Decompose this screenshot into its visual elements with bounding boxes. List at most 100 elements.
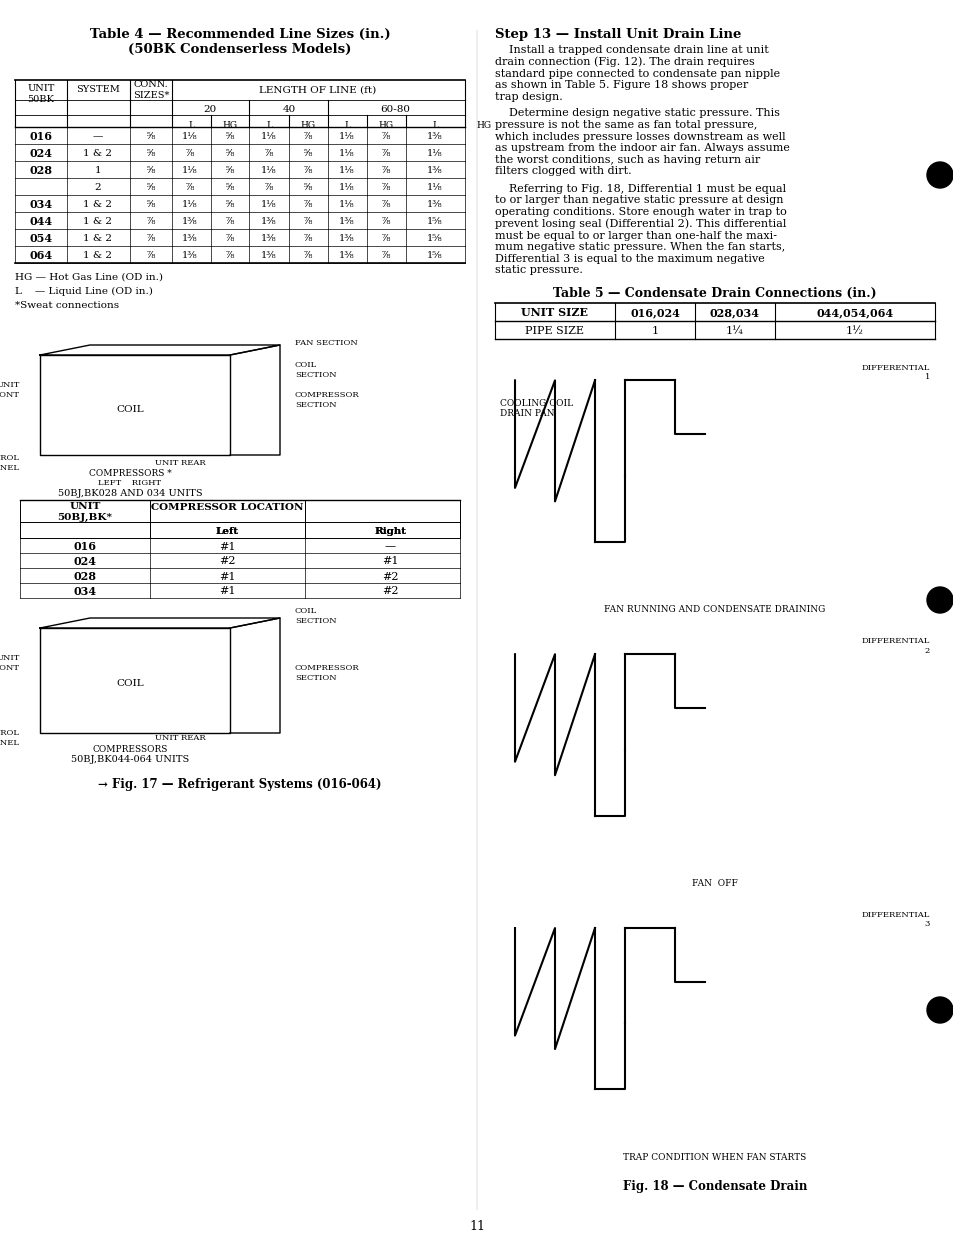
Text: 1³⁄₈: 1³⁄₈	[427, 132, 442, 141]
Text: 1¹⁄₈: 1¹⁄₈	[261, 165, 276, 175]
Text: 024: 024	[73, 556, 96, 567]
Text: Referring to Fig. 18, Differential 1 must be equal
to or larger than negative st: Referring to Fig. 18, Differential 1 mus…	[495, 184, 786, 275]
Text: #2: #2	[381, 587, 397, 597]
Text: 1³⁄₈: 1³⁄₈	[427, 200, 442, 209]
Text: UNIT SIZE: UNIT SIZE	[521, 308, 588, 317]
Text: ⁷⁄₈: ⁷⁄₈	[381, 165, 391, 175]
Text: L: L	[266, 121, 272, 130]
Text: CONTROL
PANEL: CONTROL PANEL	[0, 454, 20, 472]
Text: 60-80: 60-80	[379, 105, 410, 115]
Text: 054: 054	[30, 233, 52, 245]
Text: 034: 034	[73, 585, 96, 597]
Text: 1³⁄₈: 1³⁄₈	[182, 233, 197, 243]
Text: *Sweat connections: *Sweat connections	[15, 301, 119, 310]
Text: DIFFERENTIAL
2: DIFFERENTIAL 2	[861, 637, 929, 655]
Text: 016: 016	[30, 131, 52, 142]
Text: 1⁵⁄₈: 1⁵⁄₈	[427, 217, 442, 226]
Text: ⁵⁄₈: ⁵⁄₈	[225, 132, 234, 141]
Text: 016: 016	[73, 541, 96, 552]
Text: 1¹⁄₈: 1¹⁄₈	[182, 200, 197, 209]
Text: ⁷⁄₈: ⁷⁄₈	[381, 251, 391, 261]
Text: ⁵⁄₈: ⁵⁄₈	[303, 149, 313, 158]
Text: 1¹⁄₈: 1¹⁄₈	[261, 200, 276, 209]
Text: 1¹⁄₈: 1¹⁄₈	[427, 149, 442, 158]
Text: Right: Right	[374, 526, 406, 536]
Text: ⁵⁄₈: ⁵⁄₈	[225, 200, 234, 209]
Text: 1¹⁄₈: 1¹⁄₈	[339, 165, 355, 175]
Text: COOLING COIL
DRAIN PAN: COOLING COIL DRAIN PAN	[499, 399, 573, 417]
Text: Fig. 18 — Condensate Drain: Fig. 18 — Condensate Drain	[622, 1179, 806, 1193]
Text: COIL
SECTION: COIL SECTION	[294, 608, 336, 625]
Text: 1 & 2: 1 & 2	[84, 251, 112, 261]
Text: ⁷⁄₈: ⁷⁄₈	[303, 217, 313, 226]
Text: L: L	[344, 121, 350, 130]
Text: ⁷⁄₈: ⁷⁄₈	[381, 132, 391, 141]
Text: Left: Left	[215, 526, 238, 536]
Text: HG — Hot Gas Line (OD in.): HG — Hot Gas Line (OD in.)	[15, 273, 163, 282]
Text: #1: #1	[218, 541, 235, 552]
Text: ⁷⁄₈: ⁷⁄₈	[225, 233, 234, 243]
Text: COIL
SECTION: COIL SECTION	[294, 362, 336, 379]
Text: 044: 044	[30, 216, 52, 227]
Circle shape	[926, 997, 952, 1023]
Text: —: —	[92, 132, 103, 141]
Text: 1¹⁄₈: 1¹⁄₈	[339, 183, 355, 191]
Text: 20: 20	[203, 105, 216, 115]
Text: 1: 1	[94, 165, 101, 175]
Text: UNIT REAR: UNIT REAR	[154, 459, 205, 467]
Text: #2: #2	[218, 557, 235, 567]
Text: ⁷⁄₈: ⁷⁄₈	[225, 217, 234, 226]
Text: 1³⁄₈: 1³⁄₈	[182, 217, 197, 226]
Text: ⁷⁄₈: ⁷⁄₈	[303, 165, 313, 175]
Text: Determine design negative static pressure. This
pressure is not the same as fan : Determine design negative static pressur…	[495, 109, 789, 177]
Text: ⁷⁄₈: ⁷⁄₈	[146, 217, 155, 226]
Text: ⁷⁄₈: ⁷⁄₈	[381, 149, 391, 158]
Text: Left: Left	[215, 526, 238, 536]
Text: ⁵⁄₈: ⁵⁄₈	[146, 149, 155, 158]
Text: ⁵⁄₈: ⁵⁄₈	[225, 165, 234, 175]
Text: ⁷⁄₈: ⁷⁄₈	[303, 200, 313, 209]
Circle shape	[926, 162, 952, 188]
Text: 024: 024	[30, 148, 52, 159]
Text: Install a trapped condensate drain line at unit
drain connection (Fig. 12). The : Install a trapped condensate drain line …	[495, 44, 780, 103]
Text: UNIT
FRONT: UNIT FRONT	[0, 655, 20, 672]
Text: ⁷⁄₈: ⁷⁄₈	[303, 132, 313, 141]
Text: TRAP CONDITION WHEN FAN STARTS: TRAP CONDITION WHEN FAN STARTS	[622, 1153, 806, 1162]
Text: ⁵⁄₈: ⁵⁄₈	[146, 200, 155, 209]
Text: 1¹⁄₈: 1¹⁄₈	[182, 132, 197, 141]
Text: LENGTH OF LINE (ft): LENGTH OF LINE (ft)	[259, 85, 376, 95]
Text: HG: HG	[378, 121, 394, 130]
Text: FAN SECTION: FAN SECTION	[294, 338, 357, 347]
Text: HG: HG	[300, 121, 315, 130]
Text: DIFFERENTIAL
3: DIFFERENTIAL 3	[861, 911, 929, 929]
Text: ⁷⁄₈: ⁷⁄₈	[185, 183, 194, 191]
Text: ⁵⁄₈: ⁵⁄₈	[146, 165, 155, 175]
Text: ⁵⁄₈: ⁵⁄₈	[303, 183, 313, 191]
Text: 1³⁄₈: 1³⁄₈	[182, 251, 197, 261]
Text: DIFFERENTIAL
1: DIFFERENTIAL 1	[861, 363, 929, 380]
Text: 1½: 1½	[845, 326, 863, 336]
Text: ⁷⁄₈: ⁷⁄₈	[146, 233, 155, 243]
Text: 2: 2	[94, 183, 101, 191]
Text: COMPRESSORS *: COMPRESSORS *	[89, 468, 172, 478]
Text: COMPRESSOR LOCATION: COMPRESSOR LOCATION	[151, 503, 303, 511]
Text: L: L	[189, 121, 194, 130]
Text: SYSTEM: SYSTEM	[76, 85, 120, 95]
Text: ⁷⁄₈: ⁷⁄₈	[303, 251, 313, 261]
Text: L: L	[432, 121, 438, 130]
Text: LEFT    RIGHT: LEFT RIGHT	[98, 479, 161, 487]
Text: FAN RUNNING AND CONDENSATE DRAINING: FAN RUNNING AND CONDENSATE DRAINING	[603, 605, 825, 614]
Text: ⁷⁄₈: ⁷⁄₈	[225, 251, 234, 261]
Text: FAN  OFF: FAN OFF	[691, 879, 738, 888]
Text: Table 4 — Recommended Line Sizes (in.)
(50BK Condenserless Models): Table 4 — Recommended Line Sizes (in.) (…	[90, 28, 390, 56]
Text: ⁵⁄₈: ⁵⁄₈	[146, 132, 155, 141]
Text: 1⁵⁄₈: 1⁵⁄₈	[427, 251, 442, 261]
Text: #1: #1	[381, 557, 397, 567]
Text: ⁵⁄₈: ⁵⁄₈	[225, 149, 234, 158]
Text: 1¼: 1¼	[725, 326, 743, 336]
Text: ⁷⁄₈: ⁷⁄₈	[381, 200, 391, 209]
Text: 1⁵⁄₈: 1⁵⁄₈	[427, 233, 442, 243]
Text: 1³⁄₈: 1³⁄₈	[427, 165, 442, 175]
Text: COMPRESSOR
SECTION: COMPRESSOR SECTION	[294, 664, 359, 682]
Text: Table 5 — Condensate Drain Connections (in.): Table 5 — Condensate Drain Connections (…	[553, 287, 876, 300]
